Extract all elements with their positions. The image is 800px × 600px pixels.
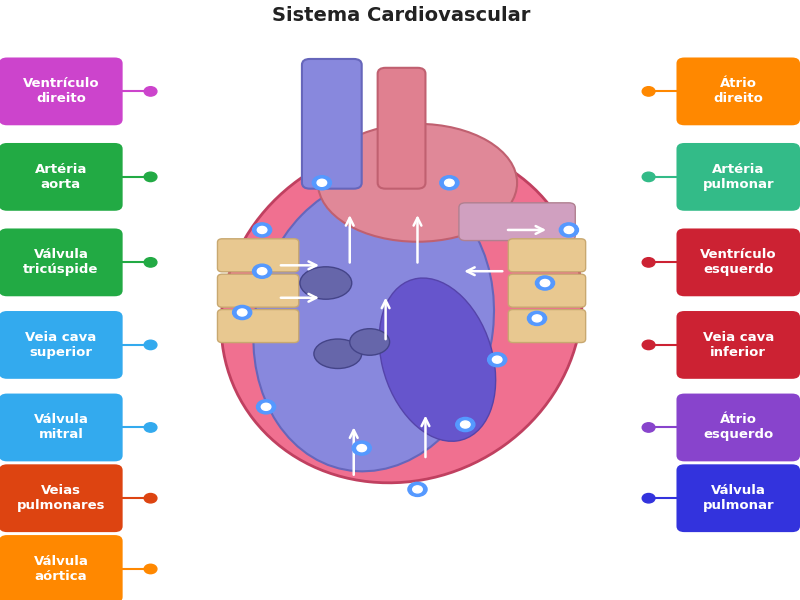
FancyBboxPatch shape [0,535,122,600]
FancyBboxPatch shape [677,229,800,296]
Circle shape [258,268,267,275]
Circle shape [678,423,691,432]
Text: Válvula
tricúspide: Válvula tricúspide [23,248,98,277]
Circle shape [233,305,252,320]
Circle shape [678,172,691,182]
Text: Veia cava
inferior: Veia cava inferior [702,331,774,359]
Circle shape [144,423,157,432]
Circle shape [532,315,542,322]
FancyBboxPatch shape [378,68,426,188]
FancyBboxPatch shape [677,58,800,125]
Ellipse shape [350,329,390,355]
FancyBboxPatch shape [508,239,586,272]
FancyBboxPatch shape [677,143,800,211]
Circle shape [108,564,121,574]
Text: Átrio
direito: Átrio direito [714,77,763,106]
Ellipse shape [314,339,362,368]
Circle shape [108,86,121,96]
Text: Artéria
pulmonar: Artéria pulmonar [702,163,774,191]
FancyBboxPatch shape [218,239,298,272]
Circle shape [144,493,157,503]
Circle shape [257,400,276,414]
Circle shape [108,493,121,503]
Text: Átrio
esquerdo: Átrio esquerdo [703,413,774,442]
FancyBboxPatch shape [0,311,122,379]
Circle shape [642,340,655,350]
Circle shape [527,311,546,325]
Circle shape [642,257,655,267]
Ellipse shape [379,278,496,441]
Circle shape [678,257,691,267]
Circle shape [461,421,470,428]
FancyBboxPatch shape [677,394,800,461]
FancyBboxPatch shape [0,464,122,532]
Circle shape [352,441,371,455]
Circle shape [317,179,326,187]
FancyBboxPatch shape [677,464,800,532]
Circle shape [144,86,157,96]
Text: Sistema Cardiovascular: Sistema Cardiovascular [272,6,530,25]
Text: Veia cava
superior: Veia cava superior [26,331,97,359]
Circle shape [564,226,574,233]
Circle shape [440,176,459,190]
FancyBboxPatch shape [0,143,122,211]
Circle shape [642,493,655,503]
Circle shape [144,564,157,574]
Circle shape [413,486,422,493]
Text: Ventrículo
esquerdo: Ventrículo esquerdo [700,248,777,277]
Circle shape [144,257,157,267]
FancyBboxPatch shape [0,58,122,125]
Circle shape [642,172,655,182]
FancyBboxPatch shape [218,310,298,343]
FancyBboxPatch shape [508,274,586,307]
Circle shape [108,257,121,267]
Ellipse shape [254,177,494,472]
FancyBboxPatch shape [218,274,298,307]
Circle shape [535,276,554,290]
FancyBboxPatch shape [508,310,586,343]
Circle shape [238,309,247,316]
Circle shape [253,223,272,237]
Circle shape [445,179,454,187]
Text: Válvula
aórtica: Válvula aórtica [34,555,88,583]
Circle shape [108,340,121,350]
FancyBboxPatch shape [0,394,122,461]
Circle shape [540,280,550,287]
FancyBboxPatch shape [677,311,800,379]
Text: Ventrículo
direito: Ventrículo direito [22,77,99,106]
FancyBboxPatch shape [302,59,362,188]
Ellipse shape [300,267,352,299]
Circle shape [408,482,427,496]
FancyBboxPatch shape [459,203,575,241]
Circle shape [456,418,475,431]
Circle shape [678,340,691,350]
Circle shape [678,493,691,503]
Circle shape [492,356,502,363]
Circle shape [253,264,272,278]
Circle shape [488,353,506,367]
Circle shape [144,340,157,350]
Text: Válvula
pulmonar: Válvula pulmonar [702,484,774,512]
Circle shape [357,445,366,452]
Circle shape [312,176,331,190]
Circle shape [108,423,121,432]
Circle shape [144,172,157,182]
Circle shape [642,423,655,432]
Ellipse shape [318,124,517,242]
Circle shape [108,172,121,182]
Text: Veias
pulmonares: Veias pulmonares [17,484,105,512]
Circle shape [559,223,578,237]
Text: Válvula
mitral: Válvula mitral [34,413,88,442]
Ellipse shape [221,142,582,483]
Circle shape [262,403,271,410]
Circle shape [258,226,267,233]
Circle shape [642,86,655,96]
Text: Artéria
aorta: Artéria aorta [34,163,87,191]
FancyBboxPatch shape [0,229,122,296]
Circle shape [678,86,691,96]
